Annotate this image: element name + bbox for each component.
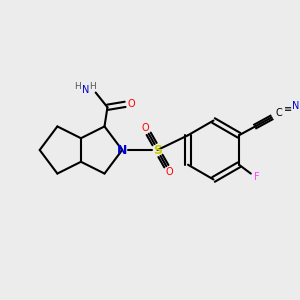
Text: N: N [82, 85, 89, 95]
Text: C: C [275, 108, 282, 118]
Text: O: O [166, 167, 173, 177]
Text: H: H [75, 82, 81, 91]
Text: N: N [292, 100, 299, 110]
Text: F: F [254, 172, 260, 182]
Text: N: N [117, 143, 128, 157]
Text: H: H [89, 82, 96, 91]
Text: S: S [153, 143, 162, 157]
Text: O: O [127, 99, 135, 109]
Text: O: O [142, 123, 150, 133]
Text: ≡: ≡ [284, 104, 292, 114]
